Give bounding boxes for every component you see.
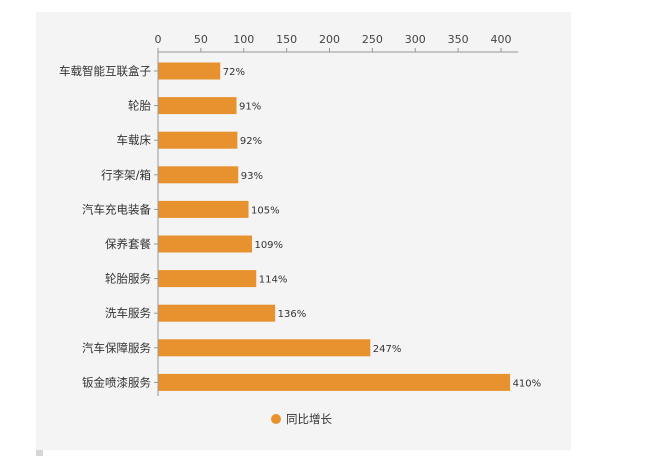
bar	[158, 304, 276, 322]
category-label: 轮胎	[128, 99, 151, 113]
data-label: 91%	[239, 102, 261, 113]
category-label: 车载智能互联盒子	[59, 64, 151, 78]
bar	[158, 339, 371, 357]
x-tick-label: 400	[491, 33, 512, 46]
corner-mark	[36, 450, 43, 456]
bar	[158, 270, 257, 288]
x-tick-label: 150	[276, 33, 297, 46]
category-label: 钣金喷漆服务	[82, 375, 151, 389]
bar	[158, 373, 511, 391]
legend-marker	[271, 414, 281, 424]
data-label: 72%	[223, 67, 245, 78]
category-label: 行李架/箱	[101, 168, 151, 182]
bar	[158, 166, 239, 184]
bar	[158, 200, 249, 218]
x-tick-label: 200	[319, 33, 340, 46]
data-label: 410%	[513, 378, 542, 389]
x-tick-label: 100	[233, 33, 254, 46]
data-label: 92%	[240, 136, 262, 147]
data-label: 247%	[373, 344, 402, 355]
data-label: 114%	[259, 275, 288, 286]
category-label: 轮胎服务	[105, 272, 151, 286]
bar	[158, 131, 238, 149]
data-label: 93%	[241, 171, 263, 182]
data-label: 136%	[278, 309, 307, 320]
category-label: 汽车充电装备	[82, 202, 151, 216]
x-tick-label: 50	[194, 33, 208, 46]
x-tick-label: 0	[155, 33, 162, 46]
legend-label: 同比增长	[286, 412, 332, 426]
category-label: 洗车服务	[105, 306, 151, 320]
data-label: 105%	[251, 205, 280, 216]
bar	[158, 62, 221, 80]
x-tick-label: 250	[362, 33, 383, 46]
category-label: 汽车保障服务	[82, 341, 151, 355]
x-tick-label: 350	[448, 33, 469, 46]
category-label: 保养套餐	[105, 237, 151, 251]
data-label: 109%	[254, 240, 283, 251]
x-tick-label: 300	[405, 33, 426, 46]
category-label: 车载床	[117, 133, 152, 147]
bar	[158, 97, 237, 115]
bar	[158, 235, 252, 253]
